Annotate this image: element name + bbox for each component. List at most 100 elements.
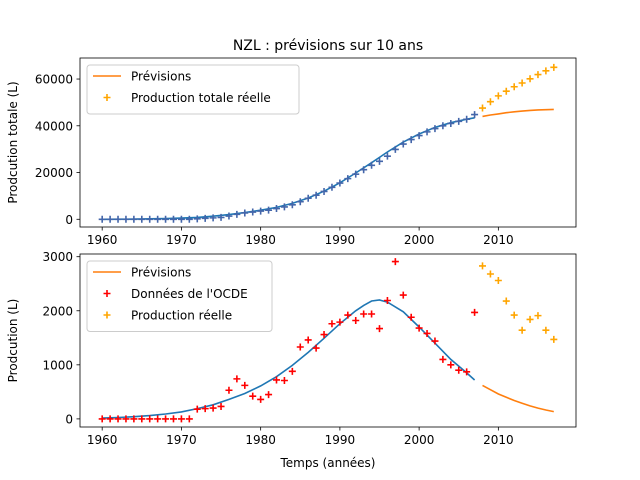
bottom-data-point (479, 262, 487, 270)
top-data-point (336, 179, 344, 187)
top-data-point (185, 215, 193, 223)
bottom-subplot: 1960 1970 1980 1990 2000 2010 0 1000 2000 3000 Pro… (6, 250, 577, 470)
top-data-point (415, 132, 423, 140)
bottom-x-tick-label: 2010 (483, 433, 514, 447)
top-x-tick-label: 1980 (245, 233, 276, 247)
top-data-point (391, 145, 399, 153)
top-data-point (399, 140, 407, 148)
bottom-data-point (502, 297, 510, 305)
bottom-x-axis-label: Temps (années) (280, 456, 376, 470)
top-data-point (201, 214, 209, 222)
bottom-axes-frame (79, 253, 577, 428)
top-x-tick-label: 1990 (325, 233, 356, 247)
top-data-point (471, 111, 479, 119)
top-data-point (280, 203, 288, 211)
top-x-tick-label: 2010 (483, 233, 514, 247)
bottom-data-point (154, 415, 162, 423)
bottom-legend-plus-icon (103, 311, 111, 319)
bottom-data-point (486, 270, 494, 278)
top-x-tick-label: 1960 (87, 233, 118, 247)
bottom-y-tick-label: 2000 (42, 304, 73, 318)
top-data-point (328, 183, 336, 191)
top-data-point (193, 215, 201, 223)
bottom-data-point (249, 392, 257, 400)
top-data-point (162, 215, 170, 223)
top-data-point (169, 215, 177, 223)
bottom-data-point (201, 405, 209, 413)
bottom-data-point (494, 276, 502, 284)
top-data-point (122, 215, 130, 223)
top-data-point (534, 71, 542, 79)
bottom-data-point (550, 335, 558, 343)
bottom-data-point (447, 361, 455, 369)
bottom-data-point (169, 415, 177, 423)
top-legend-plus-icon (103, 94, 111, 101)
top-data-point (368, 161, 376, 169)
top-data-point (344, 175, 352, 183)
top-data-point (225, 212, 233, 220)
top-data-point (304, 194, 312, 202)
top-data-point (502, 87, 510, 95)
top-data-point (130, 215, 138, 223)
top-series-line-1 (482, 108, 554, 118)
bottom-data-point (344, 311, 352, 319)
top-data-point (249, 208, 257, 216)
top-data-point (217, 213, 225, 221)
top-legend-box (86, 64, 300, 115)
bottom-data-point (376, 325, 384, 333)
bottom-data-point (162, 415, 170, 423)
top-legend-label: Prévisions (131, 70, 191, 84)
top-data-point (486, 98, 494, 106)
bottom-data-point (360, 310, 368, 318)
bottom-legend-label: Prévisions (131, 266, 191, 280)
bottom-data-point (463, 368, 471, 376)
top-data-point (154, 215, 162, 223)
top-x-tick-label: 1970 (166, 233, 197, 247)
top-data-point (320, 187, 328, 195)
bottom-data-point (265, 391, 273, 399)
top-data-point (177, 215, 185, 223)
top-subplot: 1960 1970 1980 1990 2000 2010 0 20000 40000 60000… (6, 57, 577, 247)
top-data-point (296, 198, 304, 206)
bottom-data-point (233, 375, 241, 383)
bottom-data-point (455, 366, 463, 374)
bottom-x-tick-label: 2000 (404, 433, 435, 447)
top-data-point (550, 63, 558, 71)
bottom-data-point (106, 415, 114, 423)
bottom-data-point (193, 405, 201, 413)
bottom-data-point (98, 415, 106, 423)
top-data-point (312, 191, 320, 199)
top-data-point (376, 157, 384, 165)
top-legend-label: Production totale réelle (131, 91, 271, 105)
bottom-data-point (510, 311, 518, 319)
top-data-point (494, 92, 502, 100)
bottom-data-point (225, 386, 233, 394)
top-y-tick-label: 20000 (35, 166, 73, 180)
bottom-data-point (368, 310, 376, 318)
top-data-point (455, 117, 463, 125)
top-data-point (463, 115, 471, 123)
top-y-tick-label: 40000 (35, 119, 73, 133)
bottom-data-point (257, 395, 265, 403)
top-y-tick-label: 0 (65, 213, 73, 227)
top-data-point (439, 122, 447, 130)
bottom-data-point (320, 331, 328, 339)
top-axes-frame (79, 57, 577, 228)
bottom-data-point (209, 404, 217, 412)
bottom-series-line-1 (482, 384, 554, 413)
bottom-data-point (146, 415, 154, 423)
top-y-tick-label: 60000 (35, 73, 73, 87)
bottom-data-point (415, 324, 423, 332)
bottom-data-point (114, 415, 122, 423)
top-data-point (233, 210, 241, 218)
top-data-point (510, 83, 518, 91)
bottom-data-point (272, 376, 280, 384)
top-data-point (272, 205, 280, 213)
top-data-point (431, 125, 439, 133)
bottom-data-point (542, 326, 550, 334)
bottom-data-point (518, 326, 526, 334)
top-data-point (383, 152, 391, 160)
bottom-data-point (280, 377, 288, 385)
top-data-point (106, 215, 114, 223)
top-data-point (407, 136, 415, 144)
